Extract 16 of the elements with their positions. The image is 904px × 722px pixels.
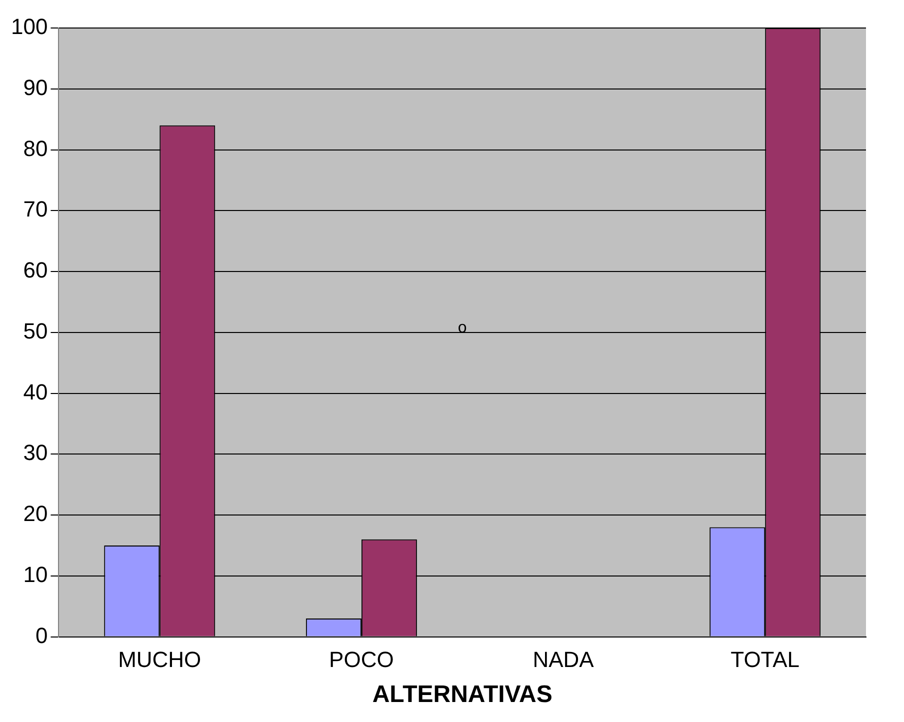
y-tick-label: 30 [23,440,48,466]
y-tick-label: 10 [23,562,48,587]
x-tick-label: TOTAL [730,647,800,672]
y-tick-label: 60 [23,258,48,283]
y-tick-label: 50 [23,318,48,344]
y-tick-label: 0 [35,622,48,648]
y-tick-label: 20 [23,501,48,526]
y-tick-label: 100 [10,14,48,40]
x-axis-title: ALTERNATIVAS [372,681,552,708]
y-tick-label: 90 [23,74,48,100]
x-tick-label: MUCHO [118,647,202,672]
y-tick-label: 40 [23,379,48,404]
y-tick-label: 70 [23,196,48,222]
y-tick-label: 80 [23,136,48,161]
x-tick-label: POCO [329,647,394,672]
x-tick-label: NADA [532,647,594,672]
